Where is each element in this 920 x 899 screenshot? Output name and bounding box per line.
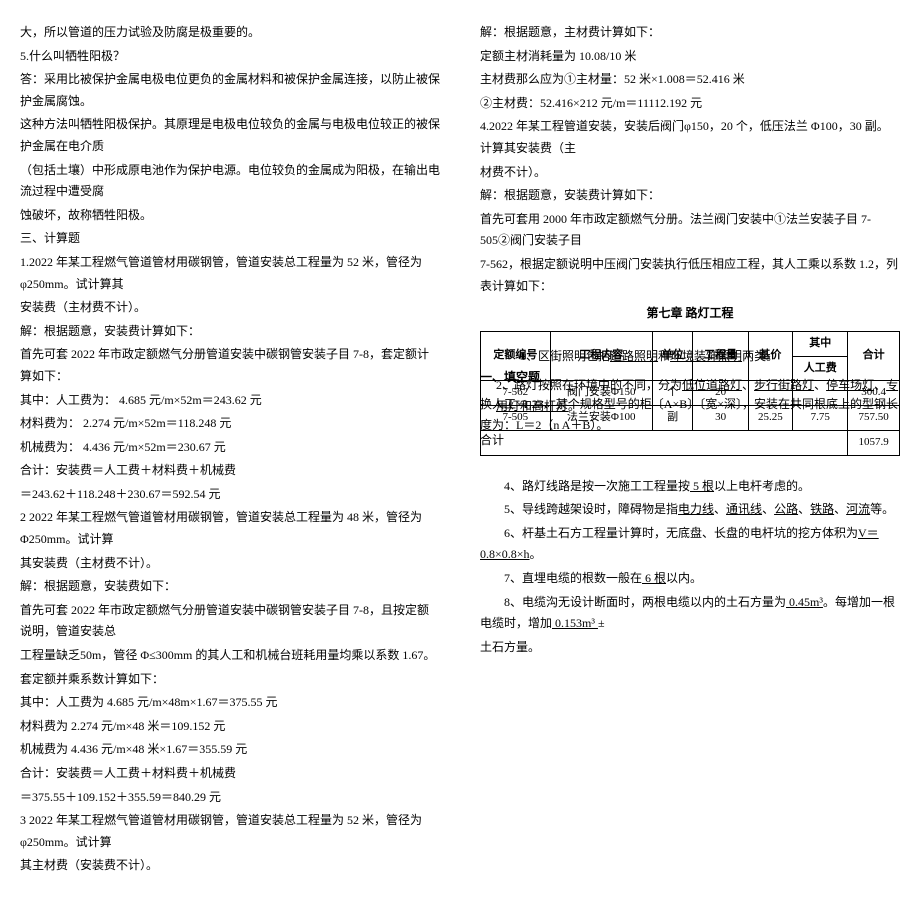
text-line: ＝243.62＋118.248＋230.67＝592.54 元 [20,484,440,506]
text-line: 材料费为 2.274 元/m×48 米＝109.152 元 [20,716,440,738]
text-line: 其主材费（安装费不计）。 [20,855,440,877]
note-6: 6、杆基土石方工程量计算时，无底盘、长盘的电杆坑的挖方体积为V＝0.8×0.8×… [480,523,900,566]
total-label: 合计 [480,430,504,452]
text-line: 蚀破坏，故称牺牲阳极。 [20,205,440,227]
text-line: 定额主材消耗量为 10.08/10 米 [480,46,900,68]
right-column: 解：根据题意，主材费计算如下： 定额主材消耗量为 10.08/10 米 主材费那… [480,20,900,879]
text-line: 其中：人工费为 4.685 元/m×48m×1.67＝375.55 元 [20,692,440,714]
text-line: 机械费为 4.436 元/m×48 米×1.67＝355.59 元 [20,739,440,761]
text-line: 首先可套 2022 年市政定额燃气分册管道安装中碳钢管安装子目 7-8，且按定额… [20,600,440,643]
text-line: 合计：安装费＝人工费＋材料费＋机械费 [20,763,440,785]
text-line: 4.2022 年某工程管道安装，安装后阀门φ150，20 个，低压法兰 Φ100… [480,116,900,159]
text-line: 套定额并乘系数计算如下： [20,669,440,691]
text-line: ②主材费：52.416×212 元/m＝11112.192 元 [480,93,900,115]
text-line: 首先可套用 2000 年市政定额燃气分册。法兰阀门安装中①法兰安装子目 7-50… [480,209,900,252]
text-line: 7-562，根据定额说明中压阀门安装执行低压相应工程，其人工乘以系数 1.2，列… [480,254,900,297]
text-line: （包括土壤）中形成原电池作为保护电源。电位较负的金属成为阳极，在输出电流过程中遭… [20,160,440,203]
text-line: 3 2022 年某工程燃气管道管材用碳钢管，管道安装总工程量为 52 米，管径为… [20,810,440,853]
text-line: 解：根据题意，安装费如下： [20,576,440,598]
note-3: 换人工×1.23、某个规格型号的柜〔A×B〕〔宽×深〕，安装在共同根底上的型钢长… [480,394,900,437]
note-1: 1、区街照明包括道路照明和环境装饰照明两类。 [520,346,900,368]
note-8: 8、电缆沟无设计断面时，两根电缆以内的土石方量为 0.45m³。每增加一根电缆时… [480,592,900,635]
text-line: 5.什么叫牺牲阳极？ [20,46,440,68]
note-5: 5、导线跨越架设时，障碍物是指电力线、通讯线、公路、铁路、河流等。 [480,499,900,521]
text-line: 解：根据题意，安装费计算如下： [20,321,440,343]
text-line: 工程量缺乏50m，管径 Φ≤300mm 的其人工和机械台班耗用量均乘以系数 1.… [20,645,440,667]
text-line: 材料费为： 2.274 元/m×52m＝118.248 元 [20,413,440,435]
text-line: 安装费（主材费不计）。 [20,297,440,319]
text-line: 这种方法叫牺牲阳极保护。其原理是电极电位较负的金属与电极电位较正的被保护金属在电… [20,114,440,157]
text-line: 2 2022 年某工程燃气管道管材用碳钢管，管道安装总工程量为 48 米，管径为… [20,507,440,550]
text-line: 其安装费（主材费不计）。 [20,553,440,575]
text-line: 其中：人工费为： 4.685 元/m×52m＝243.62 元 [20,390,440,412]
text-line: 合计：安装费＝人工费＋材料费＋机械费 [20,460,440,482]
text-line: 三、计算题 [20,228,440,250]
text-line: 解：根据题意，主材费计算如下： [480,22,900,44]
note-4: 4、路灯线路是按一次施工工程量按 5 根以上电杆考虑的。 [480,476,900,498]
left-column: 大，所以管道的压力试验及防腐是极重要的。 5.什么叫牺牲阳极？ 答：采用比被保护… [20,20,440,879]
text-line: 材费不计）。 [480,162,900,184]
text-line: 首先可套 2022 年市政定额燃气分册管道安装中碳钢管安装子目 7-8，套定额计… [20,344,440,387]
text-line: 解：根据题意，安装费计算如下： [480,185,900,207]
note-7: 7、直埋电缆的根数一般在 6 根以内。 [480,568,900,590]
text-line: 答：采用比被保护金属电极电位更负的金属材料和被保护金属连接，以防止被保护金属腐蚀… [20,69,440,112]
text-line: 主材费那么应为①主材量：52 米×1.008＝52.416 米 [480,69,900,91]
text-line: 机械费为： 4.436 元/m×52m＝230.67 元 [20,437,440,459]
text-line: 1.2022 年某工程燃气管道管材用碳钢管，管道安装总工程量为 52 米，管径为… [20,252,440,295]
text-line: 大，所以管道的压力试验及防腐是极重要的。 [20,22,440,44]
text-line: ＝375.55＋109.152＋355.59＝840.29 元 [20,787,440,809]
chapter-title: 第七章 路灯工程 [480,303,900,325]
note-9: 土石方量。 [480,637,900,659]
